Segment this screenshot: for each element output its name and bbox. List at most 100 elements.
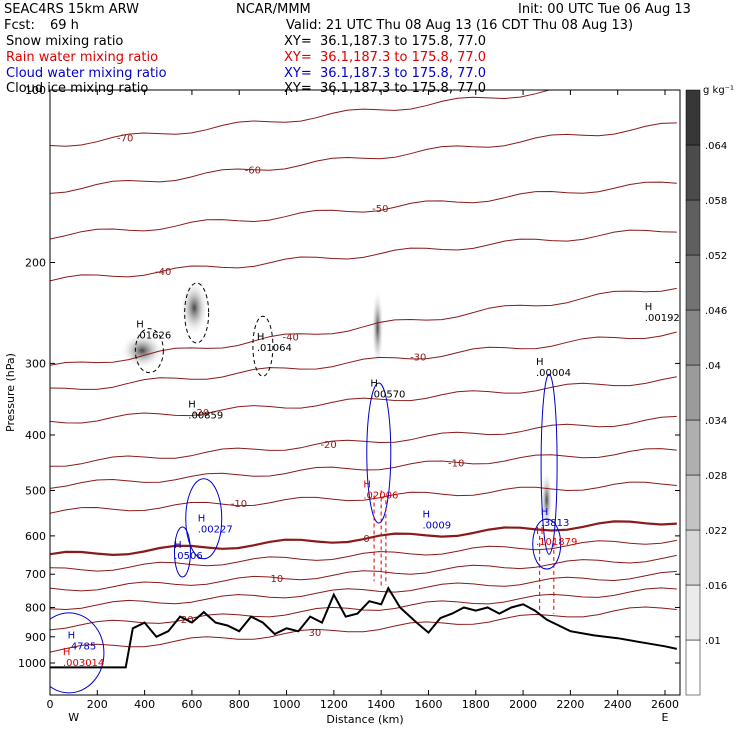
isotherm-line bbox=[50, 229, 677, 282]
isotherm-line bbox=[50, 570, 677, 611]
colorbar-segment bbox=[685, 254, 701, 311]
isotherm-line bbox=[50, 415, 677, 467]
maximum-marker-h: H bbox=[536, 526, 544, 537]
x-tick-label: 2000 bbox=[509, 698, 537, 711]
x-tick-label: 200 bbox=[87, 698, 108, 711]
maximum-value-label: .0009 bbox=[422, 520, 451, 531]
maximum-marker-h: H bbox=[188, 400, 196, 411]
isotherm-line bbox=[50, 539, 677, 572]
cloud-water-contour-5 bbox=[50, 612, 105, 694]
isotherm-line bbox=[50, 481, 677, 514]
maximum-value-label: .101879 bbox=[536, 537, 577, 548]
maximum-value-label: .003014 bbox=[63, 658, 104, 669]
init-time: Init: 00 UTC Tue 06 Aug 13 bbox=[518, 2, 691, 17]
maximum-value-label: .00192 bbox=[645, 313, 680, 324]
colorbar-tick-label: .034 bbox=[705, 416, 727, 427]
maximum-marker-h: H bbox=[68, 630, 76, 641]
colorbar-segment bbox=[685, 89, 701, 146]
x-tick-label: 800 bbox=[229, 698, 250, 711]
snow-contour-0 bbox=[134, 328, 164, 374]
field-rain-name: Rain water mixing ratio bbox=[6, 50, 159, 65]
snow-shading-2 bbox=[371, 287, 384, 368]
cloud-water-contour-2 bbox=[366, 382, 392, 524]
field-snow-name: Snow mixing ratio bbox=[6, 34, 124, 49]
field-snow-xy: XY= 36.1,187.3 to 175.8, 77.0 bbox=[284, 34, 487, 49]
snow-shading-0 bbox=[120, 332, 165, 369]
plot-area: -70-60-50-40-40-30-20-20-10-100102030H.0… bbox=[4, 84, 681, 726]
cloud-water-contour-3 bbox=[540, 373, 558, 555]
maximum-value-label: .01626 bbox=[136, 330, 171, 341]
snow-shading-3 bbox=[540, 470, 553, 531]
isotherm-label: 10 bbox=[271, 574, 284, 585]
y-tick-label: 300 bbox=[25, 357, 46, 370]
colorbar-segment bbox=[685, 364, 701, 421]
isotherm-label: -50 bbox=[372, 204, 388, 215]
colorbar-unit-label: g kg⁻¹ bbox=[703, 85, 734, 96]
isotherm-label: -40 bbox=[283, 332, 299, 343]
colorbar: .01 .016 .022 .028 .034 .04 .046 .052 .058 .064 g … bbox=[685, 85, 734, 696]
x-tick-label: 0 bbox=[47, 698, 54, 711]
maximum-value-label: .00859 bbox=[188, 411, 223, 422]
maximum-value-label: .01064 bbox=[257, 343, 292, 354]
y-tick-label: 500 bbox=[25, 485, 46, 498]
field-cloudice-xy: XY= 36.1,187.3 to 175.8, 77.0 bbox=[284, 81, 487, 96]
isotherm-label: -20 bbox=[193, 408, 209, 419]
y-tick-label: 600 bbox=[25, 530, 46, 543]
snow-shading-1 bbox=[180, 279, 209, 336]
colorbar-segment bbox=[685, 584, 701, 641]
isotherm-line bbox=[50, 331, 677, 390]
colorbar-tick-label: .046 bbox=[705, 306, 727, 317]
x-tick-label: 2600 bbox=[651, 698, 679, 711]
colorbar-segment bbox=[685, 474, 701, 531]
field-rain-xy: XY= 36.1,187.3 to 175.8, 77.0 bbox=[284, 50, 487, 65]
isotherm-line bbox=[50, 181, 677, 240]
terrain-line bbox=[50, 585, 678, 669]
snow-contour-1 bbox=[184, 282, 210, 344]
colorbar-segment bbox=[685, 199, 701, 256]
isotherm-line bbox=[50, 554, 677, 592]
x-tick-label: 1800 bbox=[462, 698, 490, 711]
field-cloudwater-xy: XY= 36.1,187.3 to 175.8, 77.0 bbox=[284, 66, 487, 81]
maximum-value-label: .0506 bbox=[174, 551, 203, 562]
x-end-label-west: W bbox=[68, 711, 79, 724]
colorbar-segment bbox=[685, 529, 701, 586]
x-tick-label: 2400 bbox=[604, 698, 632, 711]
snow-contour-2 bbox=[252, 315, 274, 377]
colorbar-segment bbox=[685, 639, 701, 696]
forecast-label: Fcst: bbox=[4, 18, 35, 33]
isotherm-label: -20 bbox=[320, 440, 336, 451]
maximum-marker-h: H bbox=[541, 507, 549, 518]
isotherm-label: -60 bbox=[245, 166, 261, 177]
isotherm-line bbox=[50, 606, 677, 653]
cloud-water-contour-4 bbox=[532, 518, 562, 570]
field-cloudice-name: Cloud ice mixing ratio bbox=[6, 81, 149, 96]
maximum-marker-h: H bbox=[174, 540, 182, 551]
colorbar-tick-label: .052 bbox=[705, 251, 727, 262]
x-tick-label: 2200 bbox=[556, 698, 584, 711]
isotherm-label: -10 bbox=[448, 459, 464, 470]
colorbar-tick-label: .058 bbox=[705, 196, 727, 207]
isotherm-label: -70 bbox=[117, 133, 133, 144]
maximum-marker-h: H bbox=[422, 509, 430, 520]
y-tick-label: 1000 bbox=[18, 657, 46, 670]
y-tick-label: 700 bbox=[25, 568, 46, 581]
y-axis-title: Pressure (hPa) bbox=[4, 353, 17, 432]
maximum-marker-h: H bbox=[363, 479, 371, 490]
x-tick-label: 1400 bbox=[367, 698, 395, 711]
x-end-label-east: E bbox=[662, 711, 669, 724]
isotherm-line bbox=[50, 448, 677, 489]
plot-frame bbox=[49, 89, 681, 696]
valid-time: Valid: 21 UTC Thu 08 Aug 13 (16 CDT Thu … bbox=[286, 18, 634, 33]
maximum-value-label: .02006 bbox=[363, 490, 398, 501]
y-tick-label: 900 bbox=[25, 631, 46, 644]
y-tick-label: 400 bbox=[25, 429, 46, 442]
colorbar-tick-label: .064 bbox=[705, 141, 727, 152]
colorbar-segment bbox=[685, 419, 701, 476]
isotherm-line bbox=[50, 520, 677, 557]
maximum-marker-h: H bbox=[198, 514, 206, 525]
x-tick-label: 400 bbox=[134, 698, 155, 711]
isotherm-line bbox=[50, 376, 677, 424]
cloud-water-contour-0 bbox=[185, 478, 223, 560]
organization-label: NCAR/MMM bbox=[236, 2, 311, 17]
isotherm-label: 30 bbox=[308, 628, 321, 639]
